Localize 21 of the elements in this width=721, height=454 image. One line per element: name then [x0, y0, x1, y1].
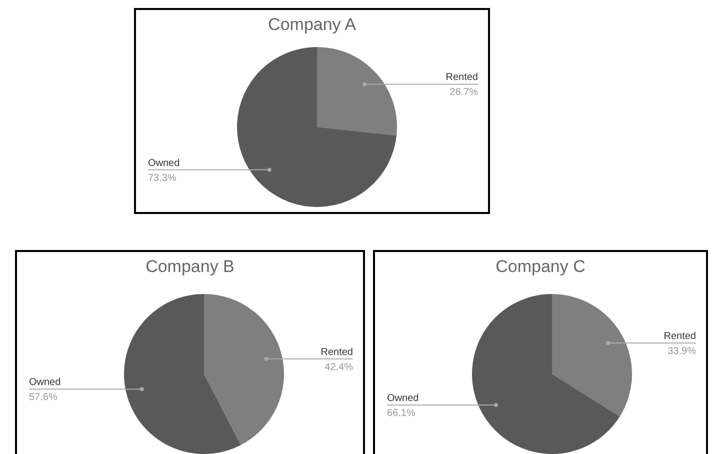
slice-label: Owned	[148, 158, 180, 169]
chart-title: Company C	[496, 257, 586, 276]
data-label: 33.9%	[668, 346, 696, 357]
pie-slice	[237, 47, 397, 207]
data-label: 57.6%	[29, 392, 58, 404]
pie-slice	[204, 294, 284, 446]
chart-title: Company B	[146, 257, 234, 276]
data-label: 66.1%	[387, 408, 416, 420]
data-label: 42.4%	[324, 362, 354, 373]
slice-label: Rented	[320, 346, 353, 358]
pie-slice	[552, 294, 632, 416]
slice-label: Rented	[664, 330, 696, 342]
pie-slice	[124, 294, 241, 454]
slice-label: Owned	[29, 377, 61, 388]
pie-slice	[317, 47, 397, 136]
slice-label: Owned	[387, 393, 419, 404]
data-label: 73.3%	[148, 172, 176, 184]
pie-slice	[472, 294, 620, 454]
chart-title: Company A	[268, 15, 357, 34]
data-label: 26.7%	[450, 87, 478, 98]
slice-label: Rented	[446, 72, 478, 84]
